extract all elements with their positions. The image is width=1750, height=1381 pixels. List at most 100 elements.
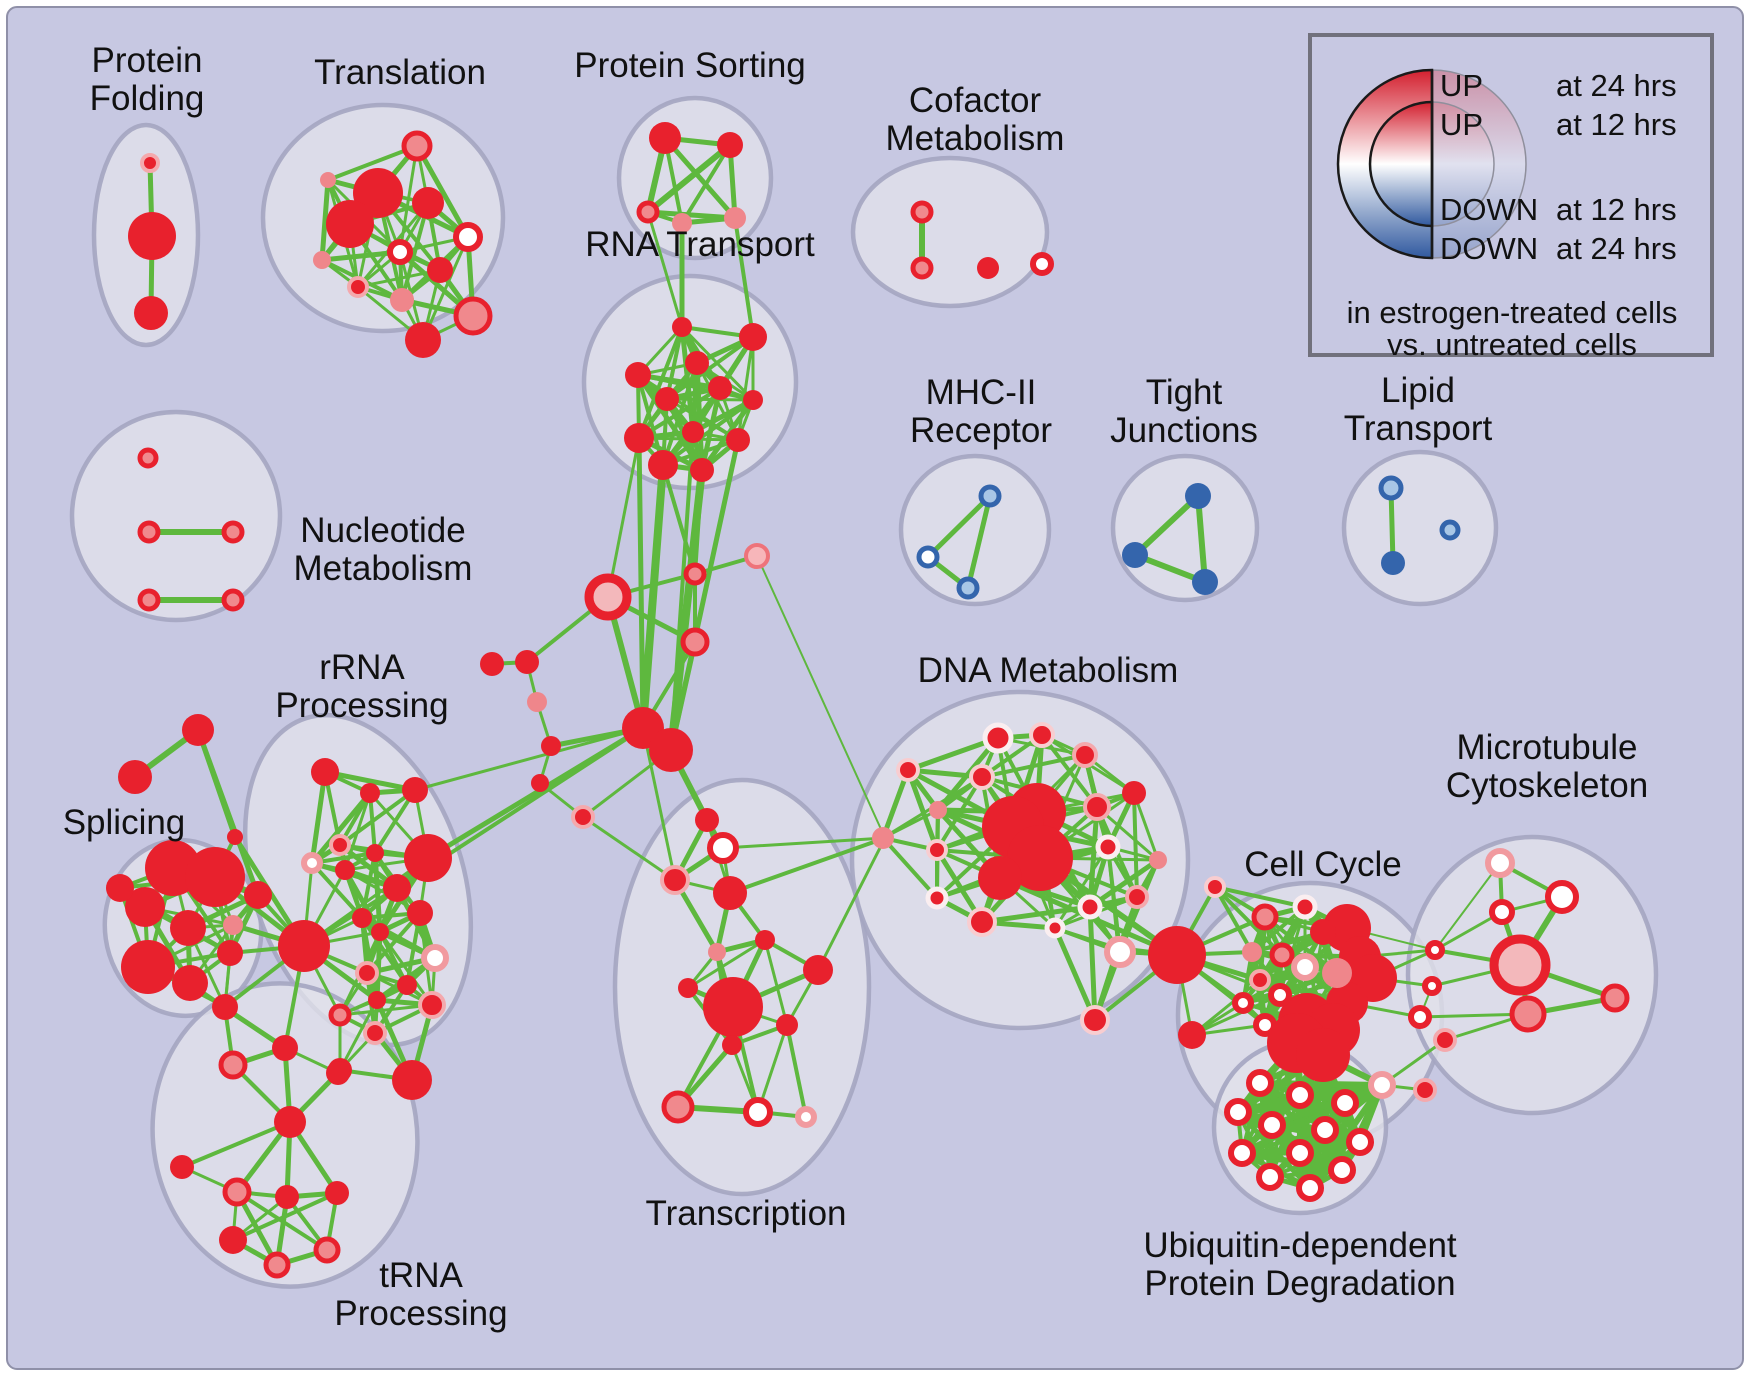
translation-node	[453, 296, 493, 336]
edge	[338, 788, 417, 847]
edge	[1213, 885, 1284, 957]
connector-node	[515, 650, 539, 674]
protein-sorting-node	[717, 132, 743, 158]
cluster-cell-cycle-label: Cell Cycle	[1244, 845, 1402, 884]
nucleotide-metabolism-node	[221, 520, 245, 544]
edge	[905, 767, 940, 853]
edge	[736, 335, 755, 442]
edge	[374, 929, 383, 1003]
legend-time-label: at 24 hrs	[1556, 68, 1677, 103]
connector-node	[680, 627, 710, 657]
rrna-processing-node	[404, 834, 452, 882]
edge	[645, 142, 733, 215]
edge	[1132, 493, 1201, 558]
lipid-transport-node	[1381, 551, 1405, 575]
ubiquitin-degradation-node	[1328, 1156, 1356, 1184]
rrna-processing-node	[329, 834, 351, 856]
cluster-protein-folding-label: Protein	[92, 41, 203, 80]
transcription-node	[660, 865, 690, 895]
ubiquitin-degradation-node	[1246, 1069, 1274, 1097]
trna-processing-node	[325, 1181, 349, 1205]
microtubule-cytoskeleton-node	[1509, 995, 1547, 1033]
trna-processing-node	[222, 1177, 252, 1207]
cluster-transcription-label: Transcription	[646, 1194, 847, 1233]
rrna-processing-node	[383, 874, 411, 902]
transcription-node	[678, 978, 698, 998]
connector-node	[118, 760, 152, 794]
dna-metabolism-node	[1077, 894, 1103, 920]
edge	[1195, 493, 1208, 585]
rna-transport-node	[624, 423, 654, 453]
edge	[1434, 862, 1501, 951]
cluster-microtubule-cytoskeleton-label: Microtubule	[1457, 728, 1638, 767]
rna-transport-node	[685, 351, 709, 375]
cell-cycle-node	[1232, 992, 1254, 1014]
cluster-trna-processing-label: tRNA	[379, 1256, 463, 1295]
microtubule-cytoskeleton-node	[1489, 899, 1515, 925]
edge	[319, 177, 331, 263]
dna-metabolism-node	[1072, 742, 1098, 768]
cell-cycle-node	[1291, 953, 1319, 981]
edge	[881, 836, 939, 900]
translation-node	[405, 322, 441, 358]
lipid-transport-node	[1378, 475, 1404, 501]
rrna-processing-node	[397, 975, 417, 995]
trna-processing-node	[272, 1035, 298, 1061]
transcription-node	[703, 977, 763, 1037]
rrna-processing-node	[355, 961, 379, 985]
edge	[686, 938, 767, 990]
cofactor-metabolism-node	[910, 256, 934, 280]
translation-node	[427, 257, 453, 283]
rrna-processing-node	[421, 944, 449, 972]
ubiquitin-degradation-node	[1296, 1028, 1350, 1082]
rna-transport-node	[743, 390, 763, 410]
splicing-node	[170, 910, 206, 946]
rrna-processing-node	[418, 991, 446, 1019]
edge	[322, 769, 418, 793]
legend-footer-line: vs. untreated cells	[1387, 327, 1637, 362]
rrna-processing-node	[335, 860, 355, 880]
dna-metabolism-node	[1007, 825, 1073, 891]
cluster-lipid-transport-region	[1341, 449, 1499, 607]
transcription-node	[755, 930, 775, 950]
nucleotide-metabolism-node	[137, 588, 161, 612]
dna-metabolism-node	[926, 839, 948, 861]
trna-processing-node	[170, 1155, 194, 1179]
connector-node	[531, 774, 549, 792]
edge	[1040, 733, 1099, 809]
cluster-tight-junctions-label: Junctions	[1110, 411, 1258, 450]
dna-metabolism-node	[967, 907, 997, 937]
edge	[665, 325, 684, 401]
trna-processing-node	[218, 1050, 248, 1080]
translation-node	[347, 276, 369, 298]
translation-node	[387, 239, 413, 265]
translation-node	[453, 222, 483, 252]
edge	[980, 753, 1087, 779]
edge	[1213, 885, 1254, 954]
connector-node	[227, 829, 243, 845]
trna-processing-node	[313, 1236, 341, 1264]
translation-node	[412, 187, 444, 219]
transcription-node	[722, 1035, 742, 1055]
rna-transport-node	[726, 428, 750, 452]
legend: UP at 24 hrs UP at 12 hrs DOWN at 12 hrs DOWN a…	[1308, 33, 1714, 362]
edge	[1052, 925, 1098, 1023]
edge	[756, 555, 886, 839]
transcription-node	[708, 943, 726, 961]
microtubule-cytoskeleton-node	[1433, 1028, 1457, 1052]
edge	[378, 930, 434, 1007]
legend-direction-label: DOWN	[1440, 231, 1538, 266]
cell-cycle-node	[1251, 903, 1279, 931]
connector-node	[571, 805, 595, 829]
edge	[1132, 791, 1139, 899]
transcription-node	[743, 1097, 773, 1127]
edge	[637, 386, 722, 440]
cell-cycle-node	[1148, 926, 1206, 984]
mhc-ii-receptor-node	[956, 576, 980, 600]
legend-time-label: at 12 hrs	[1556, 192, 1677, 227]
dna-metabolism-node	[896, 758, 920, 782]
connector-node	[480, 652, 504, 676]
dna-metabolism-node	[969, 764, 995, 790]
rrna-processing-node	[368, 991, 386, 1009]
nucleotide-metabolism-node	[221, 588, 245, 612]
